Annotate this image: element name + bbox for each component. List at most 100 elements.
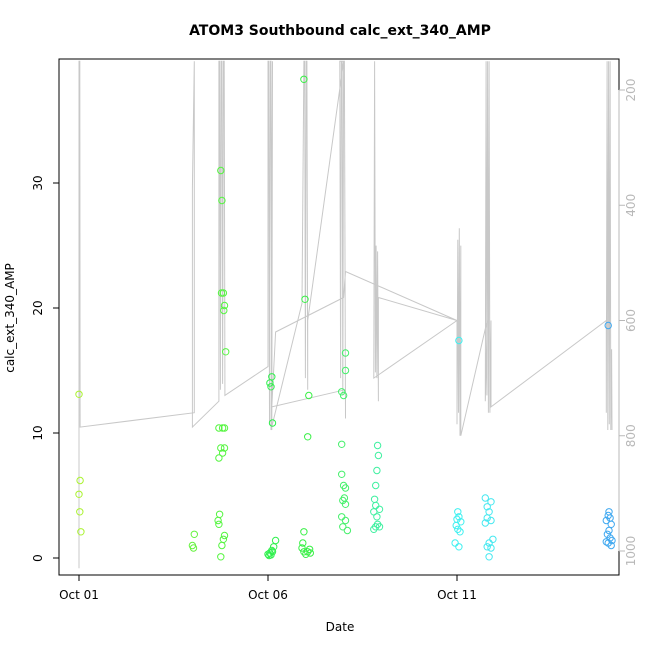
data-point: [75, 490, 83, 498]
data-point: [456, 528, 464, 536]
x-tick-label: Oct 01: [59, 588, 99, 602]
data-point: [215, 454, 223, 462]
data-point: [220, 444, 229, 452]
y2-tick-label: 200: [624, 79, 638, 102]
y-tick-label: 0: [31, 554, 45, 562]
data-point: [373, 513, 381, 521]
data-point: [485, 553, 493, 561]
data-point: [268, 548, 277, 556]
data-point: [451, 539, 459, 547]
data-point: [220, 306, 228, 315]
data-point: [306, 549, 314, 557]
x-tick-label: Oct 06: [248, 588, 288, 602]
data-point: [339, 523, 347, 531]
y2-tick-label: 1000: [624, 536, 638, 567]
data-point: [270, 543, 278, 551]
data-point: [607, 541, 615, 550]
data-point: [481, 519, 489, 527]
data-point: [217, 166, 225, 175]
y-tick-label: 30: [31, 175, 45, 190]
data-point: [341, 516, 350, 525]
data-point: [455, 543, 463, 551]
data-point: [222, 348, 230, 356]
y-axis: 0 10 20 30: [31, 175, 60, 562]
y2-tick-label: 800: [624, 424, 638, 447]
data-point: [483, 503, 491, 511]
data-point: [298, 544, 306, 552]
data-point: [372, 481, 380, 490]
data-point: [483, 543, 491, 551]
data-point: [300, 75, 308, 84]
data-point: [373, 441, 382, 450]
data-point: [217, 289, 226, 297]
data-point: [77, 528, 85, 536]
data-point: [305, 545, 314, 553]
data-point: [487, 544, 495, 552]
plot-frame: [58, 58, 620, 576]
data-point: [304, 433, 312, 441]
y2-tick-label: 600: [624, 309, 638, 332]
data-point: [76, 476, 84, 485]
points-layer: [75, 75, 616, 561]
data-point: [215, 424, 223, 432]
data-point: [604, 321, 612, 330]
data-point: [190, 530, 199, 538]
data-point: [218, 449, 227, 457]
data-point: [215, 520, 223, 528]
data-point: [339, 391, 348, 400]
data-point: [217, 553, 225, 561]
data-point: [370, 495, 379, 503]
data-point: [338, 470, 346, 478]
x-axis: Oct 01 Oct 06 Oct 11: [59, 574, 477, 602]
data-point: [271, 536, 280, 545]
data-point: [220, 301, 229, 310]
data-point: [338, 440, 346, 448]
data-point: [267, 383, 275, 391]
data-point: [218, 196, 226, 205]
data-point: [268, 419, 277, 427]
data-point: [218, 424, 227, 432]
data-point: [487, 498, 495, 506]
data-point: [454, 508, 462, 516]
y-axis-label: calc_ext_340_AMP: [3, 263, 17, 373]
data-point: [189, 544, 198, 552]
data-point: [343, 526, 352, 535]
y-tick-label: 20: [31, 300, 45, 315]
line-series: [78, 60, 613, 569]
data-point: [305, 391, 313, 400]
y2-axis: 200 400 600 800 1000: [618, 79, 638, 567]
data-point: [338, 388, 346, 396]
data-point: [219, 535, 228, 543]
right-axis-line: [78, 60, 613, 569]
data-point: [300, 528, 308, 536]
data-point: [266, 379, 274, 387]
data-point: [341, 484, 350, 492]
data-point: [218, 541, 226, 550]
x-tick-label: Oct 11: [437, 588, 477, 602]
data-point: [605, 526, 613, 535]
data-point: [338, 513, 346, 521]
data-point: [372, 501, 380, 510]
y-tick-label: 10: [31, 425, 45, 440]
data-point: [454, 525, 462, 533]
data-point: [75, 390, 83, 398]
data-point: [341, 349, 350, 357]
data-point: [215, 510, 224, 518]
data-point: [602, 516, 610, 525]
y2-tick-label: 400: [624, 194, 638, 217]
chart-title: ATOM3 Southbound calc_ext_340_AMP: [189, 23, 491, 39]
data-point: [341, 366, 350, 375]
data-point: [217, 444, 225, 452]
data-point: [76, 508, 84, 516]
data-point: [299, 539, 307, 547]
data-point: [483, 514, 491, 522]
data-point: [455, 336, 463, 345]
x-axis-label: Date: [326, 620, 355, 634]
data-point: [452, 521, 460, 530]
data-point: [607, 520, 615, 528]
data-point: [602, 538, 610, 546]
data-point: [457, 518, 465, 526]
data-point: [219, 289, 228, 297]
data-point: [341, 500, 350, 508]
